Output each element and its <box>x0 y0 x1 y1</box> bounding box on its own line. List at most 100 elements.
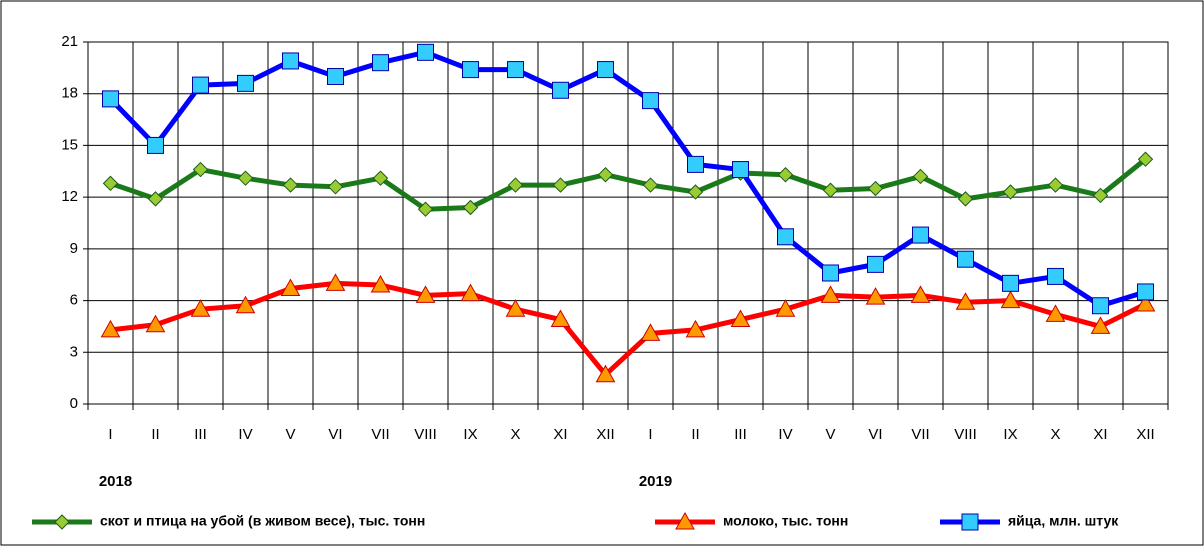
y-tick-label: 12 <box>61 188 78 205</box>
marker <box>867 255 884 273</box>
marker <box>865 287 886 305</box>
marker <box>145 314 166 333</box>
marker <box>775 299 796 317</box>
legend-label: скот и птица на убой (в живом весе), тыс… <box>100 513 425 529</box>
marker <box>190 299 211 317</box>
x-tick-label: VI <box>868 426 882 443</box>
marker <box>147 191 164 207</box>
marker <box>552 177 569 193</box>
marker <box>100 319 121 338</box>
y-tick-label: 21 <box>61 33 78 50</box>
marker <box>957 250 974 268</box>
marker <box>910 285 931 303</box>
marker <box>460 283 481 302</box>
marker <box>957 191 974 207</box>
marker <box>462 199 479 216</box>
marker <box>235 295 256 314</box>
marker <box>597 61 614 79</box>
marker <box>415 285 436 303</box>
marker <box>687 155 704 173</box>
marker <box>675 511 695 530</box>
marker <box>912 226 929 244</box>
x-tick-label: I <box>648 426 652 443</box>
marker <box>192 76 209 94</box>
marker <box>54 514 70 530</box>
marker <box>732 161 749 179</box>
x-tick-label: IV <box>778 426 792 443</box>
legend-label: молоко, тыс. тонн <box>723 513 848 529</box>
marker <box>1047 177 1064 193</box>
marker <box>102 90 119 108</box>
marker <box>372 54 389 72</box>
marker <box>640 323 661 341</box>
marker <box>777 167 794 183</box>
marker <box>642 92 659 110</box>
x-tick-label: V <box>285 426 295 443</box>
marker <box>777 228 794 246</box>
x-tick-label: VIII <box>414 426 437 443</box>
marker <box>462 61 479 79</box>
marker <box>1047 267 1064 285</box>
marker <box>552 81 569 99</box>
x-tick-label: X <box>510 426 520 443</box>
marker <box>595 364 616 383</box>
x-tick-label: I <box>108 426 112 443</box>
marker <box>505 299 526 317</box>
marker <box>282 52 299 70</box>
x-tick-label: XII <box>1136 426 1154 443</box>
marker <box>642 177 659 193</box>
marker <box>1135 293 1156 312</box>
marker <box>955 292 976 310</box>
x-tick-label: XI <box>553 426 567 443</box>
series-line <box>110 280 1147 378</box>
marker <box>325 273 346 291</box>
marker <box>1002 184 1019 200</box>
x-tick-label: II <box>691 426 699 443</box>
marker <box>550 309 571 328</box>
marker <box>1090 316 1111 334</box>
marker <box>327 179 344 195</box>
marker <box>507 61 524 79</box>
x-tick-label: IX <box>1003 426 1017 443</box>
marker <box>820 285 841 303</box>
x-tick-label: X <box>1050 426 1060 443</box>
marker <box>370 275 391 293</box>
marker <box>822 182 839 198</box>
y-tick-label: 18 <box>61 85 78 102</box>
marker <box>961 513 979 531</box>
marker <box>597 167 614 183</box>
x-tick-label: VII <box>371 426 389 443</box>
marker <box>685 319 706 338</box>
marker <box>280 278 301 297</box>
marker <box>102 175 119 192</box>
y-tick-label: 0 <box>70 395 78 412</box>
marker <box>1002 274 1019 292</box>
legend-label: яйца, млн. штук <box>1008 513 1119 529</box>
marker <box>192 161 209 178</box>
marker <box>1000 290 1021 309</box>
x-tick-label: VII <box>911 426 929 443</box>
y-tick-label: 6 <box>70 292 78 309</box>
x-tick-label: XI <box>1093 426 1107 443</box>
x-tick-label: IX <box>463 426 477 443</box>
marker <box>147 136 164 154</box>
marker <box>1137 283 1154 301</box>
marker <box>1092 297 1109 315</box>
x-tick-label: III <box>734 426 747 443</box>
x-tick-label: VIII <box>954 426 977 443</box>
marker <box>730 309 751 328</box>
plot-border <box>87 41 1169 405</box>
marker <box>1092 187 1109 204</box>
marker <box>687 184 704 200</box>
y-tick-label: 3 <box>70 343 78 360</box>
x-tick-label: III <box>194 426 207 443</box>
marker <box>1045 304 1066 322</box>
x-tick-label: II <box>151 426 159 443</box>
x-tick-label: IV <box>238 426 252 443</box>
marker <box>867 180 884 197</box>
x-tick-label: VI <box>328 426 342 443</box>
marker <box>237 170 254 186</box>
marker <box>822 264 839 282</box>
